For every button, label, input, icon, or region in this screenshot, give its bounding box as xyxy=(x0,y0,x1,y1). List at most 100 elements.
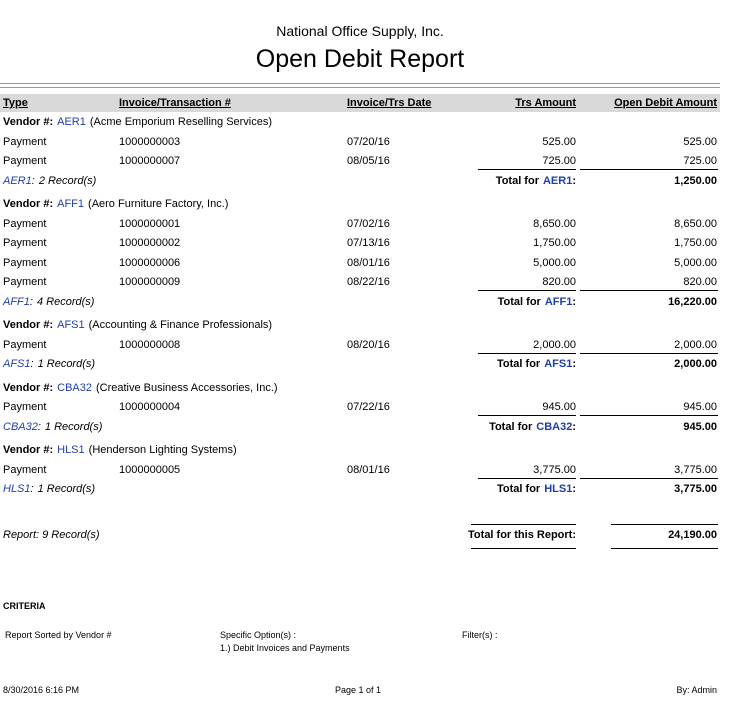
total-label: Total for AER1: xyxy=(496,174,576,188)
rule xyxy=(471,524,576,525)
cell: 1000000005 xyxy=(119,463,181,476)
rule xyxy=(478,415,576,416)
record-count: AER1: 2 Record(s) xyxy=(3,174,96,188)
vendor-line: Vendor #: HLS1 (Henderson Lighting Systems… xyxy=(3,443,237,457)
cell: 3,775.00 xyxy=(674,463,717,476)
vendor-line: Vendor #: AFF1 (Aero Furniture Factory, In… xyxy=(3,197,228,211)
column-header: Open Debit Amount xyxy=(614,97,717,109)
criteria-sorted: Report Sorted by Vendor # xyxy=(5,630,112,640)
cell: 07/22/16 xyxy=(347,401,390,413)
vendor-code: HLS1 xyxy=(544,483,573,495)
column-header: Type xyxy=(3,97,28,109)
records: 2 Record(s) xyxy=(38,174,97,187)
total-label: Total for HLS1: xyxy=(497,482,576,496)
page-number: Page 1 of 1 xyxy=(334,685,382,695)
rule xyxy=(580,169,718,170)
vendor-code: AER1 xyxy=(57,116,86,128)
vendor-code: CBA32 xyxy=(3,420,38,433)
rule xyxy=(580,477,718,479)
vendor-code: AFS1 xyxy=(544,358,573,370)
cell: Payment xyxy=(3,237,47,249)
cell: 8,650.00 xyxy=(674,217,717,230)
report-records: Report: 9 Record(s) xyxy=(3,529,100,541)
group-total: 945.00 xyxy=(683,420,717,433)
total-label: Total for AFS1: xyxy=(497,357,576,371)
vendor-name: (Henderson Lighting Systems) xyxy=(88,444,237,456)
printed-by: By: Admin xyxy=(676,685,717,695)
colon: : xyxy=(572,483,576,495)
record-count: HLS1: 1 Record(s) xyxy=(3,482,95,496)
rule xyxy=(611,548,718,549)
vendor-code: AER1 xyxy=(3,174,32,187)
criteria-title: CRITERIA xyxy=(3,601,46,611)
records: 1 Record(s) xyxy=(37,483,96,495)
cell: Payment xyxy=(3,338,47,351)
cell: Payment xyxy=(3,217,47,230)
colon: : xyxy=(572,420,576,433)
cell: 820.00 xyxy=(542,276,576,288)
group-total: 1,250.00 xyxy=(674,174,717,187)
total-label: Total for AFF1: xyxy=(498,295,576,309)
vendor-code: AFF1 xyxy=(3,295,30,308)
cell: 08/20/16 xyxy=(347,338,390,351)
group-total: 16,220.00 xyxy=(668,295,717,308)
rule xyxy=(471,548,576,549)
colon: : xyxy=(31,174,35,187)
cell: Payment xyxy=(3,155,47,167)
cell: 1000000006 xyxy=(119,256,181,269)
report-total-label: Total for this Report: xyxy=(468,529,576,541)
record-count: AFF1: 4 Record(s) xyxy=(3,295,94,309)
vendor-label: Vendor #: xyxy=(3,444,54,456)
group-total: 3,775.00 xyxy=(674,483,717,495)
cell: 08/22/16 xyxy=(347,276,390,288)
report-title: Open Debit Report xyxy=(255,45,465,73)
cell: 1000000001 xyxy=(119,217,181,230)
vendor-code: HLS1 xyxy=(57,444,85,456)
total-for: Total for xyxy=(497,295,541,308)
rule xyxy=(0,83,720,84)
cell: 8,650.00 xyxy=(533,217,576,230)
rule xyxy=(478,169,576,170)
record-count: CBA32: 1 Record(s) xyxy=(3,420,102,434)
cell: 2,000.00 xyxy=(674,338,717,351)
criteria-options-label: Specific Option(s) : xyxy=(220,630,297,640)
company-name: National Office Supply, Inc. xyxy=(276,23,444,39)
cell: 1000000008 xyxy=(119,338,181,351)
cell: 07/02/16 xyxy=(347,217,390,230)
vendor-code: CBA32 xyxy=(536,420,573,433)
cell: 725.00 xyxy=(683,155,717,167)
vendor-name: (Acme Emporium Reselling Services) xyxy=(89,116,273,128)
vendor-label: Vendor #: xyxy=(3,198,54,210)
cell: 525.00 xyxy=(683,135,717,148)
colon: : xyxy=(29,295,33,308)
cell: 07/20/16 xyxy=(347,135,390,148)
criteria-option: 1.) Debit Invoices and Payments xyxy=(220,643,350,653)
records: 1 Record(s) xyxy=(37,358,96,370)
vendor-code: HLS1 xyxy=(3,483,31,495)
cell: 08/01/16 xyxy=(347,256,390,269)
rule xyxy=(478,477,576,479)
printed-date: 8/30/2016 6:16 PM xyxy=(3,685,80,695)
cell: 525.00 xyxy=(542,135,576,148)
rule xyxy=(611,524,718,525)
cell: 1000000007 xyxy=(119,155,181,167)
rule xyxy=(580,415,718,416)
record-count: AFS1: 1 Record(s) xyxy=(3,357,95,371)
vendor-code: AER1 xyxy=(542,174,573,187)
cell: 945.00 xyxy=(542,401,576,413)
group-total: 2,000.00 xyxy=(674,358,717,370)
vendor-code: AFF1 xyxy=(57,198,85,210)
cell: 1000000003 xyxy=(119,135,181,148)
report-total: 24,190.00 xyxy=(668,529,717,541)
column-header-band xyxy=(0,94,720,112)
vendor-code: AFF1 xyxy=(544,295,573,308)
vendor-label: Vendor #: xyxy=(3,381,54,394)
cell: Payment xyxy=(3,276,47,288)
vendor-line: Vendor #: AER1 (Acme Emporium Reselling Se… xyxy=(3,115,272,129)
column-header: Trs Amount xyxy=(515,97,576,109)
records: 1 Record(s) xyxy=(44,420,103,433)
cell: 1000000009 xyxy=(119,276,181,288)
vendor-code: AFS1 xyxy=(57,319,85,331)
total-label: Total for CBA32: xyxy=(489,420,576,434)
